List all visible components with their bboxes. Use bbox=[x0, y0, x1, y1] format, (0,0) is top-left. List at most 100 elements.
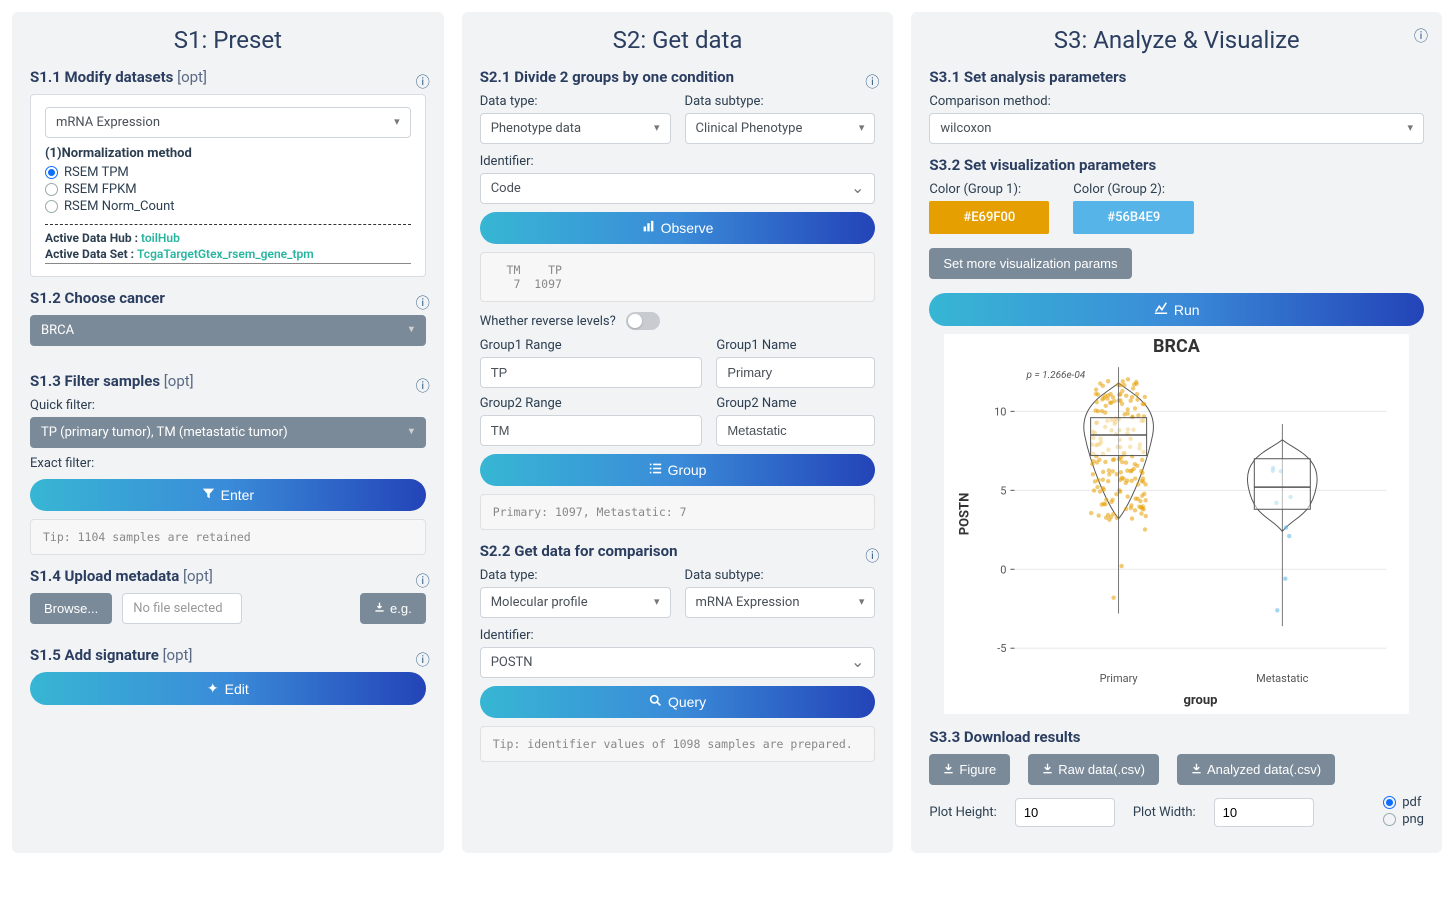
hub-link[interactable]: toilHub bbox=[141, 231, 180, 245]
panel-s3-analyze: ⓘ S3: Analyze & Visualize S3.1 Set analy… bbox=[911, 12, 1442, 853]
s1-3-heading: S1.3 Filter samples [opt] bbox=[30, 372, 426, 390]
color1-label: Color (Group 1): bbox=[929, 182, 1049, 197]
svg-text:Metastatic: Metastatic bbox=[1256, 672, 1309, 685]
g1-name-label: Group1 Name bbox=[716, 338, 875, 353]
radio-pdf[interactable]: pdf bbox=[1383, 795, 1424, 810]
set-link[interactable]: TcgaTargetGtex_rsem_gene_tpm bbox=[137, 247, 314, 261]
svg-text:10: 10 bbox=[994, 405, 1006, 418]
g1-range-input[interactable] bbox=[480, 357, 703, 388]
group-button[interactable]: Group bbox=[480, 454, 876, 486]
divider bbox=[45, 224, 411, 225]
s3-1-heading: S3.1 Set analysis parameters bbox=[929, 68, 1424, 86]
observe-button[interactable]: Observe bbox=[480, 212, 876, 244]
g2-name-input[interactable] bbox=[716, 415, 875, 446]
s1-1-well: mRNA Expression (1)Normalization method … bbox=[30, 94, 426, 277]
data-subtype-select[interactable]: Clinical Phenotype bbox=[685, 113, 876, 144]
color2-swatch[interactable]: #56B4E9 bbox=[1073, 201, 1194, 234]
plot-height-label: Plot Height: bbox=[929, 805, 996, 820]
gear-icon: ✦ bbox=[207, 680, 219, 697]
help-icon[interactable]: ⓘ bbox=[416, 293, 430, 313]
exact-filter-label: Exact filter: bbox=[30, 456, 426, 471]
color2-label: Color (Group 2): bbox=[1073, 182, 1194, 197]
s3-2-heading: S3.2 Set visualization parameters bbox=[929, 156, 1424, 174]
download-icon bbox=[1191, 762, 1202, 777]
radio-icon bbox=[45, 200, 58, 213]
s1-2-heading: S1.2 Choose cancer bbox=[30, 289, 426, 307]
enter-button[interactable]: Enter bbox=[30, 479, 426, 511]
radio-rsem-tpm[interactable]: RSEM TPM bbox=[45, 165, 411, 180]
download-icon bbox=[943, 762, 954, 777]
data-type-label: Data type: bbox=[480, 94, 671, 109]
s2-2-heading: S2.2 Get data for comparison bbox=[480, 542, 876, 560]
g2-name-label: Group2 Name bbox=[716, 396, 875, 411]
data-type-select[interactable]: Phenotype data bbox=[480, 113, 671, 144]
dataset-select[interactable]: mRNA Expression bbox=[45, 107, 411, 138]
observe-output: TM TP 7 1097 bbox=[480, 252, 876, 302]
svg-text:POSTN: POSTN bbox=[958, 493, 973, 536]
help-icon[interactable]: ⓘ bbox=[416, 72, 430, 92]
quick-filter-label: Quick filter: bbox=[30, 398, 426, 413]
more-viz-params-button[interactable]: Set more visualization params bbox=[929, 248, 1131, 279]
quick-filter-select[interactable]: TP (primary tumor), TM (metastatic tumor… bbox=[30, 417, 426, 448]
query-button[interactable]: Query bbox=[480, 686, 876, 718]
identifier-label: Identifier: bbox=[480, 154, 876, 169]
violin-plot: BRCAp = 1.266e-04-50510POSTNgroupPrimary… bbox=[944, 334, 1409, 714]
divider bbox=[45, 263, 411, 264]
s3-title: S3: Analyze & Visualize bbox=[929, 26, 1424, 54]
download-icon bbox=[374, 601, 385, 616]
reverse-toggle[interactable] bbox=[626, 312, 660, 330]
download-icon bbox=[1042, 762, 1053, 777]
svg-text:p = 1.266e-04: p = 1.266e-04 bbox=[1026, 370, 1086, 381]
method-select[interactable]: wilcoxon bbox=[929, 113, 1424, 144]
svg-text:5: 5 bbox=[1000, 484, 1006, 497]
s1-1-heading: S1.1 Modify datasets [opt] bbox=[30, 68, 426, 86]
g2-range-input[interactable] bbox=[480, 415, 703, 446]
edit-button[interactable]: ✦ Edit bbox=[30, 672, 426, 705]
identifier-select[interactable]: Code bbox=[480, 173, 876, 204]
dl-raw-button[interactable]: Raw data(.csv) bbox=[1028, 754, 1159, 785]
help-icon[interactable]: ⓘ bbox=[1414, 26, 1428, 46]
example-button[interactable]: e.g. bbox=[360, 593, 426, 624]
s2-title: S2: Get data bbox=[480, 26, 876, 54]
radio-rsem-normcount[interactable]: RSEM Norm_Count bbox=[45, 199, 411, 214]
plot-width-label: Plot Width: bbox=[1133, 805, 1196, 820]
query-output: Tip: identifier values of 1098 samples a… bbox=[480, 726, 876, 762]
plot-height-input[interactable] bbox=[1015, 798, 1115, 827]
s1-title: S1: Preset bbox=[30, 26, 426, 54]
svg-text:-5: -5 bbox=[997, 642, 1006, 655]
radio-rsem-fpkm[interactable]: RSEM FPKM bbox=[45, 182, 411, 197]
chart-icon bbox=[1154, 301, 1168, 318]
dl-analyzed-button[interactable]: Analyzed data(.csv) bbox=[1177, 754, 1335, 785]
s3-3-heading: S3.3 Download results bbox=[929, 728, 1424, 746]
help-icon[interactable]: ⓘ bbox=[416, 376, 430, 396]
g1-name-input[interactable] bbox=[716, 357, 875, 388]
data-subtype-label: Data subtype: bbox=[685, 94, 876, 109]
radio-png[interactable]: png bbox=[1383, 812, 1424, 827]
cancer-select[interactable]: BRCA bbox=[30, 315, 426, 346]
browse-button[interactable]: Browse... bbox=[30, 593, 112, 624]
help-icon[interactable]: ⓘ bbox=[865, 546, 879, 566]
identifier-select-2[interactable]: POSTN bbox=[480, 647, 876, 678]
panel-s1-preset: S1: Preset S1.1 Modify datasets [opt] ⓘ … bbox=[12, 12, 444, 853]
normalization-label: (1)Normalization method bbox=[45, 146, 411, 161]
s1-5-heading: S1.5 Add signature [opt] bbox=[30, 646, 426, 664]
dl-figure-button[interactable]: Figure bbox=[929, 754, 1010, 785]
run-button[interactable]: Run bbox=[929, 293, 1424, 326]
identifier-label-2: Identifier: bbox=[480, 628, 876, 643]
help-icon[interactable]: ⓘ bbox=[865, 72, 879, 92]
svg-text:Primary: Primary bbox=[1100, 672, 1139, 685]
help-icon[interactable]: ⓘ bbox=[416, 571, 430, 591]
reverse-label: Whether reverse levels? bbox=[480, 314, 616, 329]
svg-text:0: 0 bbox=[1000, 563, 1006, 576]
help-icon[interactable]: ⓘ bbox=[416, 650, 430, 670]
group-output: Primary: 1097, Metastatic: 7 bbox=[480, 494, 876, 530]
list-icon bbox=[649, 462, 662, 478]
method-label: Comparison method: bbox=[929, 94, 1424, 109]
normalization-radio-group: (1)Normalization method RSEM TPM RSEM FP… bbox=[45, 146, 411, 214]
data-type-select-2[interactable]: Molecular profile bbox=[480, 587, 671, 618]
data-subtype-select-2[interactable]: mRNA Expression bbox=[685, 587, 876, 618]
color1-swatch[interactable]: #E69F00 bbox=[929, 201, 1049, 234]
search-icon bbox=[649, 694, 662, 710]
plot-width-input[interactable] bbox=[1214, 798, 1314, 827]
data-subtype-label-2: Data subtype: bbox=[685, 568, 876, 583]
